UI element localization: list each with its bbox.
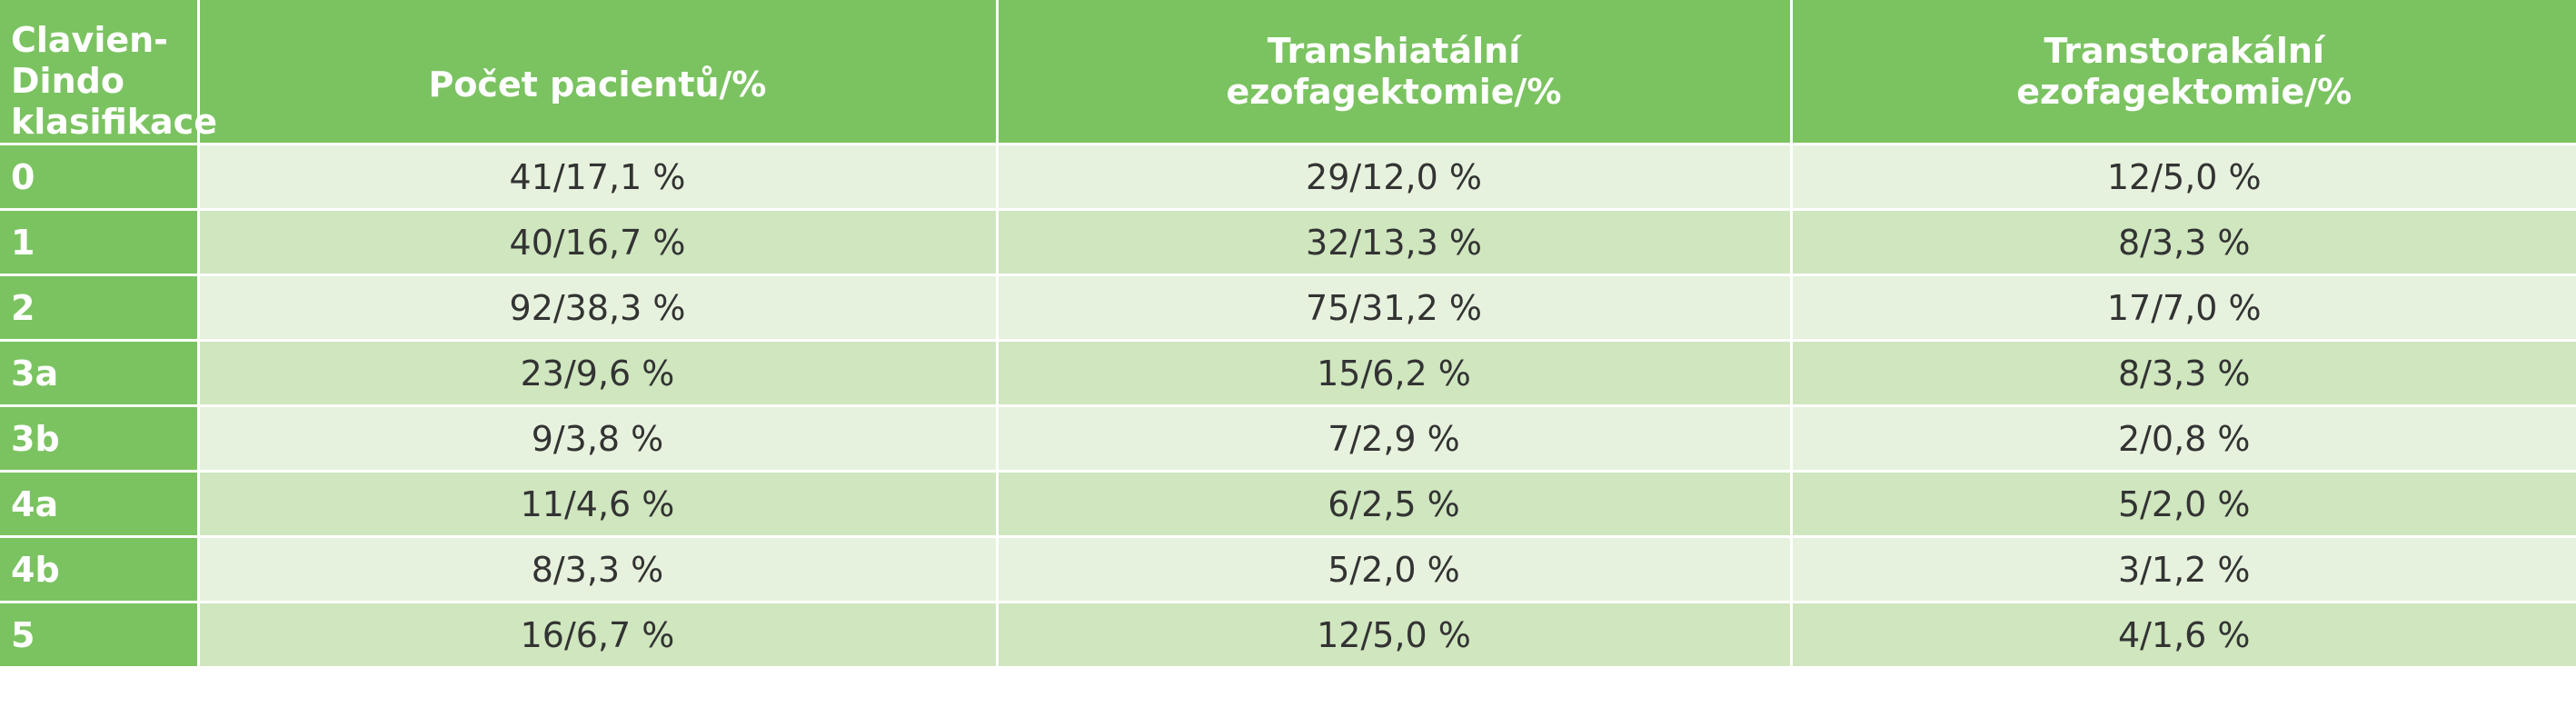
- transhiatal-cell: 12/5,0 %: [997, 602, 1793, 669]
- transhiatal-cell: 5/2,0 %: [997, 536, 1793, 603]
- patients-cell: 9/3,8 %: [198, 405, 999, 473]
- transthoracic-cell: 2/0,8 %: [1791, 405, 2576, 473]
- clavien-dindo-table: Clavien-Dindo klasifikace Počet pacientů…: [0, 0, 2576, 669]
- transhiatal-cell: 75/31,2 %: [997, 274, 1793, 342]
- header-transthoracic: Transtorakální ezofagektomie/%: [1791, 0, 2576, 145]
- header-patient-count-label: Počet pacientů/%: [428, 65, 767, 105]
- header-transthoracic-line-2: ezofagektomie/%: [2016, 71, 2352, 112]
- table-row: 0 41/17,1 % 29/12,0 % 12/5,0 %: [0, 144, 2576, 211]
- table-row: 1 40/16,7 % 32/13,3 % 8/3,3 %: [0, 209, 2576, 276]
- table-row: 3a 23/9,6 % 15/6,2 % 8/3,3 %: [0, 340, 2576, 407]
- transthoracic-cell: 8/3,3 %: [1791, 340, 2576, 407]
- header-transthoracic-line-1: Transtorakální: [2044, 30, 2324, 71]
- grade-cell: 4b: [0, 536, 200, 603]
- header-classification: Clavien-Dindo klasifikace: [0, 0, 217, 145]
- patients-cell: 41/17,1 %: [198, 144, 999, 211]
- table-row: 4b 8/3,3 % 5/2,0 % 3/1,2 %: [0, 536, 2576, 603]
- table-body: 0 41/17,1 % 29/12,0 % 12/5,0 % 1 40/16,7…: [0, 144, 2576, 669]
- header-transhiatal: Transhiatální ezofagektomie/%: [997, 0, 1793, 145]
- transhiatal-cell: 32/13,3 %: [997, 209, 1793, 276]
- grade-cell: 1: [0, 209, 200, 276]
- grade-cell: 0: [0, 144, 200, 211]
- grade-cell: 2: [0, 274, 200, 342]
- header-classification-line-1: Clavien-Dindo: [11, 20, 168, 101]
- header-transhiatal-line-2: ezofagektomie/%: [1226, 71, 1562, 112]
- grade-cell: 5: [0, 602, 200, 669]
- patients-cell: 40/16,7 %: [198, 209, 999, 276]
- transthoracic-cell: 12/5,0 %: [1791, 144, 2576, 211]
- table-row: 2 92/38,3 % 75/31,2 % 17/7,0 %: [0, 274, 2576, 342]
- patients-cell: 92/38,3 %: [198, 274, 999, 342]
- patients-cell: 23/9,6 %: [198, 340, 999, 407]
- grade-cell: 3a: [0, 340, 200, 407]
- patients-cell: 16/6,7 %: [198, 602, 999, 669]
- header-patient-count: Počet pacientů/%: [198, 0, 999, 145]
- transthoracic-cell: 8/3,3 %: [1791, 209, 2576, 276]
- transthoracic-cell: 17/7,0 %: [1791, 274, 2576, 342]
- patients-cell: 11/4,6 %: [198, 471, 999, 538]
- header-classification-line-2: klasifikace: [11, 102, 217, 142]
- grade-cell: 4a: [0, 471, 200, 538]
- table-row: 4a 11/4,6 % 6/2,5 % 5/2,0 %: [0, 471, 2576, 538]
- table-header: Clavien-Dindo klasifikace Počet pacientů…: [0, 0, 2576, 145]
- grade-cell: 3b: [0, 405, 200, 473]
- transthoracic-cell: 3/1,2 %: [1791, 536, 2576, 603]
- transthoracic-cell: 5/2,0 %: [1791, 471, 2576, 538]
- transhiatal-cell: 7/2,9 %: [997, 405, 1793, 473]
- table-row: 3b 9/3,8 % 7/2,9 % 2/0,8 %: [0, 405, 2576, 473]
- patients-cell: 8/3,3 %: [198, 536, 999, 603]
- table-row: 5 16/6,7 % 12/5,0 % 4/1,6 %: [0, 602, 2576, 669]
- transhiatal-cell: 29/12,0 %: [997, 144, 1793, 211]
- header-row: Clavien-Dindo klasifikace Počet pacientů…: [0, 0, 2576, 145]
- transthoracic-cell: 4/1,6 %: [1791, 602, 2576, 669]
- header-transhiatal-line-1: Transhiatální: [1267, 30, 1521, 71]
- transhiatal-cell: 15/6,2 %: [997, 340, 1793, 407]
- transhiatal-cell: 6/2,5 %: [997, 471, 1793, 538]
